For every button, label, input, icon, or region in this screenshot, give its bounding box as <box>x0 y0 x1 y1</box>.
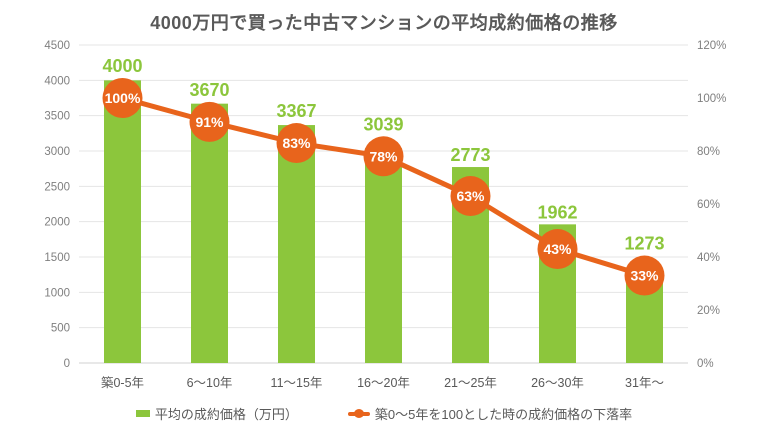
line-point-marker <box>624 255 665 296</box>
right-axis-tick: 100% <box>697 93 726 105</box>
left-axis-tick: 2000 <box>44 217 70 229</box>
percent-label: 43% <box>543 241 572 257</box>
x-axis-label: 築0-5年 <box>101 375 144 390</box>
price-bar <box>191 103 228 364</box>
percent-label: 63% <box>456 188 485 204</box>
right-axis-tick: 20% <box>697 305 720 317</box>
bar-value-label: 2773 <box>450 145 490 165</box>
percent-label: 78% <box>369 148 398 164</box>
bar-value-label: 3039 <box>363 114 403 134</box>
right-axis-tick: 0% <box>697 358 714 370</box>
line-point-marker <box>189 101 230 142</box>
bar-value-label: 3670 <box>189 80 229 100</box>
price-bar <box>365 148 402 363</box>
left-axis-tick: 4500 <box>44 40 70 52</box>
x-axis-label: 26〜30年 <box>531 376 584 390</box>
legend: 平均の成約価格（万円） 築0〜5年を100とした時の成約価格の下落率 <box>0 404 768 423</box>
percent-label: 100% <box>105 90 141 106</box>
left-axis-tick: 3500 <box>44 111 70 123</box>
left-axis-tick: 3000 <box>44 146 70 158</box>
right-axis-tick: 40% <box>697 252 720 264</box>
legend-item-bar-series: 平均の成約価格（万円） <box>135 404 298 423</box>
line-point-marker <box>276 123 317 164</box>
percent-label: 91% <box>195 114 224 130</box>
bar-series-swatch-icon <box>135 410 150 417</box>
legend-label-bar-series: 平均の成約価格（万円） <box>154 407 298 422</box>
x-axis-label: 16〜20年 <box>357 376 410 390</box>
line-point-marker <box>537 229 578 270</box>
bar-value-label: 4000 <box>102 56 142 76</box>
right-axis-tick: 120% <box>697 40 726 52</box>
chart-title: 4000万円で買った中古マンションの平均成約価格の推移 <box>150 13 618 33</box>
bar-value-label: 3367 <box>276 101 316 121</box>
x-axis-label: 21〜25年 <box>444 376 497 390</box>
right-axis-tick: 60% <box>697 199 720 211</box>
percent-label: 33% <box>630 268 659 284</box>
price-bar <box>104 80 141 363</box>
legend-label-line-series: 築0〜5年を100とした時の成約価格の下落率 <box>374 407 633 422</box>
legend-item-line-series: 築0〜5年を100とした時の成約価格の下落率 <box>347 404 633 423</box>
x-axis-label: 6〜10年 <box>187 376 233 390</box>
price-bar <box>278 125 315 363</box>
left-axis-tick: 2500 <box>44 181 70 193</box>
line-point-marker <box>450 176 491 217</box>
left-axis-tick: 0 <box>64 358 70 370</box>
x-axis-label: 11〜15年 <box>271 376 323 390</box>
left-axis-tick: 500 <box>51 323 70 335</box>
right-axis-tick: 80% <box>697 146 720 158</box>
line-point-marker <box>363 136 404 177</box>
percent-label: 83% <box>282 135 311 151</box>
line-series-marker-icon <box>347 409 370 418</box>
line-point-marker <box>102 78 143 118</box>
left-axis-tick: 1000 <box>44 287 70 299</box>
x-axis-label: 31年〜 <box>625 376 664 390</box>
left-axis-tick: 4000 <box>44 75 70 87</box>
bar-value-label: 1962 <box>537 202 577 222</box>
bar-value-label: 1273 <box>624 234 664 254</box>
left-axis-tick: 1500 <box>44 252 70 264</box>
